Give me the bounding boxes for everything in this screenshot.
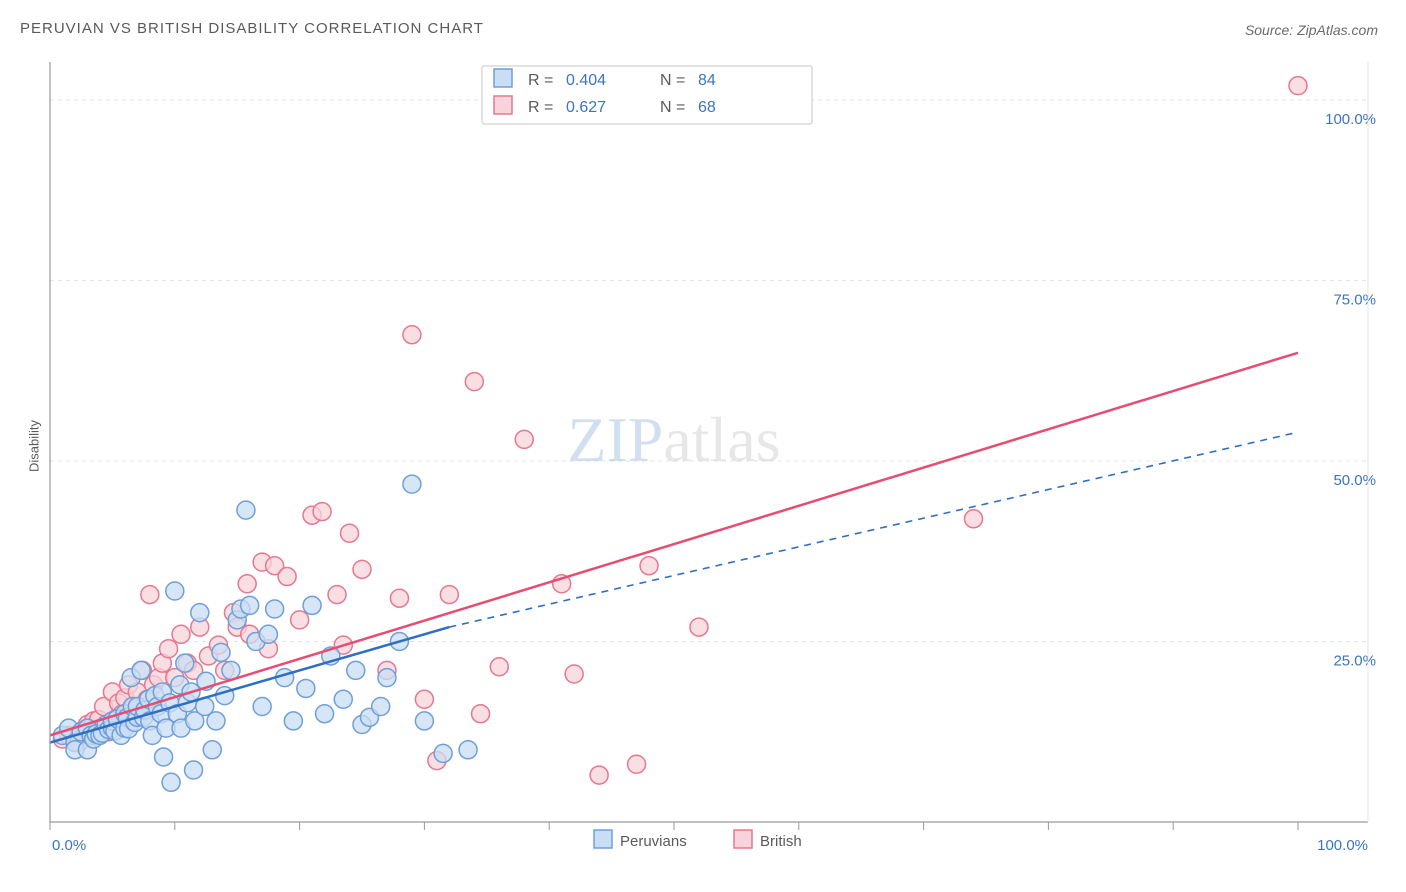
british-point bbox=[640, 557, 658, 575]
peruvians-point bbox=[166, 582, 184, 600]
peruvians-point bbox=[237, 501, 255, 519]
x-tick-label: 100.0% bbox=[1317, 837, 1368, 854]
y-tick-label: 50.0% bbox=[1333, 472, 1376, 489]
peruvians-point bbox=[212, 643, 230, 661]
legend-r-value: 0.404 bbox=[566, 72, 606, 89]
british-point bbox=[172, 625, 190, 643]
legend-n-label: N = bbox=[660, 99, 685, 116]
british-point bbox=[415, 690, 433, 708]
plot-area: 25.0%50.0%75.0%100.0%ZIPatlas0.0%100.0%R… bbox=[42, 58, 1382, 854]
legend-r-label: R = bbox=[528, 72, 553, 89]
source-value: ZipAtlas.com bbox=[1297, 22, 1378, 38]
british-point bbox=[690, 618, 708, 636]
british-point bbox=[278, 568, 296, 586]
peruvians-point bbox=[241, 596, 259, 614]
peruvians-point bbox=[203, 741, 221, 759]
peruvians-point bbox=[347, 661, 365, 679]
peruvians-point bbox=[207, 712, 225, 730]
peruvians-point bbox=[415, 712, 433, 730]
chart-title: PERUVIAN VS BRITISH DISABILITY CORRELATI… bbox=[20, 20, 484, 37]
source-attribution: Source: ZipAtlas.com bbox=[1245, 22, 1378, 38]
peruvians-legend-swatch bbox=[594, 830, 612, 848]
peruvians-point bbox=[316, 705, 334, 723]
british-point bbox=[1289, 77, 1307, 95]
british-point bbox=[565, 665, 583, 683]
british-point bbox=[141, 586, 159, 604]
british-point bbox=[353, 560, 371, 578]
british-legend-swatch bbox=[734, 830, 752, 848]
british-swatch bbox=[494, 96, 512, 114]
peruvians-point bbox=[297, 679, 315, 697]
british-point bbox=[313, 503, 331, 521]
peruvians-point bbox=[259, 625, 277, 643]
british-point bbox=[465, 373, 483, 391]
peruvians-point bbox=[434, 744, 452, 762]
peruvians-point bbox=[459, 741, 477, 759]
british-point bbox=[490, 658, 508, 676]
british-point bbox=[440, 586, 458, 604]
british-point bbox=[472, 705, 490, 723]
legend-r-label: R = bbox=[528, 99, 553, 116]
peruvians-point bbox=[266, 600, 284, 618]
british-point bbox=[515, 430, 533, 448]
legend-r-value: 0.627 bbox=[566, 99, 606, 116]
y-axis-label: Disability bbox=[27, 420, 42, 472]
legend-n-label: N = bbox=[660, 72, 685, 89]
peruvians-point bbox=[185, 761, 203, 779]
peruvians-point bbox=[253, 697, 271, 715]
peruvians-legend-label: Peruvians bbox=[620, 833, 687, 850]
british-point bbox=[238, 575, 256, 593]
legend-n-value: 84 bbox=[698, 72, 716, 89]
british-point bbox=[590, 766, 608, 784]
peruvians-point bbox=[378, 669, 396, 687]
peruvians-point bbox=[162, 773, 180, 791]
peruvians-point bbox=[155, 748, 173, 766]
peruvians-swatch bbox=[494, 69, 512, 87]
british-point bbox=[341, 524, 359, 542]
source-label: Source: bbox=[1245, 22, 1293, 38]
british-point bbox=[628, 755, 646, 773]
british-point bbox=[291, 611, 309, 629]
peruvians-point bbox=[284, 712, 302, 730]
y-tick-label: 25.0% bbox=[1333, 653, 1376, 670]
british-point bbox=[160, 640, 178, 658]
legend-n-value: 68 bbox=[698, 99, 716, 116]
watermark: ZIPatlas bbox=[567, 404, 780, 475]
british-point bbox=[403, 326, 421, 344]
peruvians-point bbox=[334, 690, 352, 708]
peruvians-point bbox=[191, 604, 209, 622]
peruvians-point bbox=[303, 596, 321, 614]
scatter-chart: 25.0%50.0%75.0%100.0%ZIPatlas0.0%100.0%R… bbox=[42, 58, 1382, 854]
british-point bbox=[390, 589, 408, 607]
british-legend-label: British bbox=[760, 833, 802, 850]
y-tick-label: 75.0% bbox=[1333, 292, 1376, 309]
peruvians-point bbox=[403, 475, 421, 493]
peruvians-point bbox=[372, 697, 390, 715]
peruvians-point bbox=[176, 654, 194, 672]
british-point bbox=[328, 586, 346, 604]
peruvians-point bbox=[132, 661, 150, 679]
x-tick-label: 0.0% bbox=[52, 837, 86, 854]
british-point bbox=[965, 510, 983, 528]
